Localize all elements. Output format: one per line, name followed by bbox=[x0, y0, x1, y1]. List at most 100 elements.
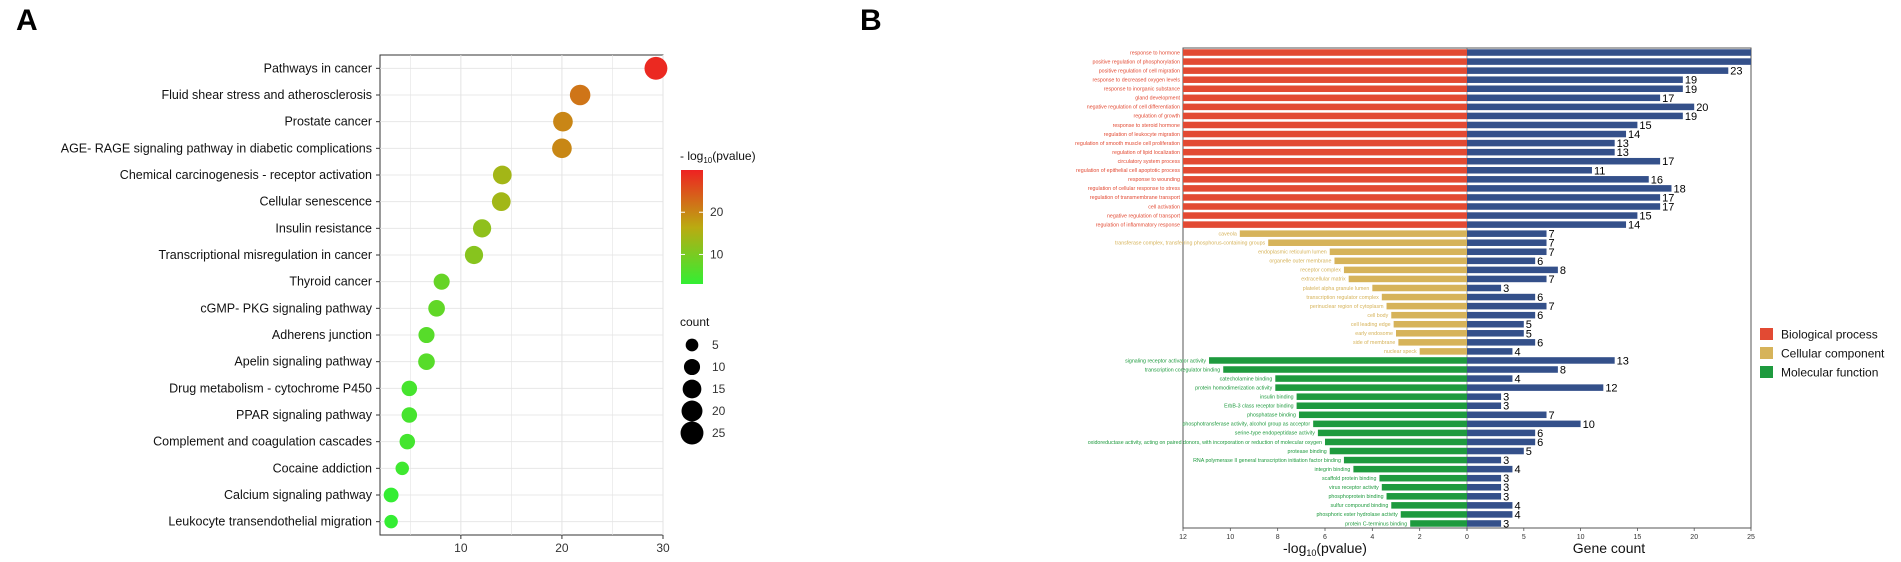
panel-b-pvalue-bar bbox=[1183, 49, 1467, 56]
panel-a-dot bbox=[553, 111, 573, 132]
panel-b-count-bar bbox=[1467, 348, 1513, 355]
panel-b-right-tick-label: 15 bbox=[1634, 534, 1642, 541]
panel-b-left-tick-label: 8 bbox=[1276, 534, 1280, 541]
panel-a-category-label: Apelin signaling pathway bbox=[234, 355, 372, 369]
panel-b-pvalue-bar bbox=[1334, 257, 1467, 265]
panel-b-left-axis-title: -log10(pvalue) bbox=[1283, 540, 1367, 558]
panel-b-count-bar bbox=[1467, 266, 1558, 274]
panel-a-category-label: Cocaine addiction bbox=[273, 461, 372, 475]
panel-b-term-label: virus receptor activity bbox=[1329, 485, 1379, 491]
panel-b-pvalue-bar bbox=[1275, 384, 1467, 391]
panel-a-category-label: AGE- RAGE signaling pathway in diabetic … bbox=[61, 141, 372, 155]
panel-b-count-label: 3 bbox=[1503, 283, 1509, 295]
panel-b-count-bar bbox=[1467, 447, 1524, 455]
panel-b-term-label: phosphatase binding bbox=[1247, 413, 1296, 419]
panel-b-count-bar bbox=[1467, 58, 1751, 65]
panel-b-term-label: signaling receptor activator activity bbox=[1125, 358, 1206, 364]
panel-a-grid bbox=[380, 55, 664, 535]
panel-b-term-label: protein homodimerization activity bbox=[1195, 385, 1272, 391]
panel-b-count-label: 17 bbox=[1662, 93, 1674, 105]
panel-b-count-label: 19 bbox=[1685, 111, 1697, 123]
panel-b-pvalue-bar bbox=[1298, 411, 1467, 419]
panel-b-count-bar bbox=[1467, 157, 1661, 165]
panel-b-term-label: insulin binding bbox=[1260, 394, 1294, 400]
panel-b-pvalue-bar bbox=[1317, 429, 1467, 437]
panel-b-go-barplot: response to hormone positive regulation o… bbox=[1075, 47, 1885, 558]
panel-b-pvalue-bar bbox=[1391, 311, 1467, 319]
panel-b-count-label: 16 bbox=[1651, 174, 1663, 186]
panel-b-term-label: receptor complex bbox=[1300, 268, 1341, 274]
panel-b-term-label: response to steroid hormone bbox=[1113, 123, 1180, 129]
panel-b-count-bar bbox=[1467, 511, 1513, 518]
panel-b-pvalue-bar bbox=[1183, 58, 1467, 65]
panel-b-count-bar bbox=[1467, 402, 1502, 409]
panel-b-term-label: integrin binding bbox=[1314, 467, 1350, 473]
panel-b-term-label: oxidoreductase activity, acting on paire… bbox=[1088, 440, 1322, 446]
panel-b-term-label: nuclear speck bbox=[1384, 349, 1417, 355]
panel-b-count-bar bbox=[1467, 212, 1638, 219]
panel-b-term-label: catecholamine binding bbox=[1220, 376, 1273, 382]
panel-b-pvalue-bar bbox=[1372, 284, 1467, 292]
panel-b-count-label: 5 bbox=[1526, 446, 1532, 458]
panel-b-term-label: regulation of growth bbox=[1133, 114, 1180, 120]
panel-b-count-bar bbox=[1467, 302, 1547, 310]
panel-a-dot bbox=[395, 461, 409, 476]
panel-b-term-label: early endosome bbox=[1355, 331, 1393, 337]
panel-b-count-bar bbox=[1467, 148, 1615, 156]
panel-a-category-label: PPAR signaling pathway bbox=[236, 408, 373, 422]
panel-a-category-labels: Pathways in cancer Fluid shear stress and… bbox=[61, 61, 380, 529]
panel-a-category-label: Adherens junction bbox=[272, 328, 372, 342]
panel-b-count-bar bbox=[1467, 420, 1581, 428]
panel-b-count-bar bbox=[1467, 311, 1536, 319]
panel-b-count-bar bbox=[1467, 429, 1536, 437]
panel-b-pvalue-bar bbox=[1183, 94, 1467, 102]
panel-b-count-bar bbox=[1467, 230, 1547, 237]
panel-b-term-label: regulation of leukocyte migration bbox=[1104, 132, 1180, 138]
panel-a-dot bbox=[401, 407, 418, 423]
panel-b-count-label: 7 bbox=[1549, 274, 1555, 286]
panel-b-term-label: regulation of smooth muscle cell prolife… bbox=[1075, 141, 1180, 147]
panel-b-legend-label: Molecular function bbox=[1781, 366, 1878, 380]
panel-b-pvalue-bar bbox=[1183, 203, 1467, 210]
panel-b-count-bar bbox=[1467, 121, 1638, 129]
panel-a-dot bbox=[418, 353, 435, 371]
panel-b-count-label: 7 bbox=[1549, 247, 1555, 259]
panel-b-pvalue-bar bbox=[1329, 248, 1467, 256]
panel-b-left-tick-label: 12 bbox=[1179, 534, 1187, 541]
panel-b-pvalue-bar bbox=[1348, 275, 1467, 283]
panel-b-term-label: positive regulation of cell migration bbox=[1099, 68, 1180, 74]
panel-b-pvalue-bar bbox=[1296, 393, 1467, 400]
panel-b-term-label: cell body bbox=[1367, 313, 1388, 319]
panel-b-term-label: sulfur compound binding bbox=[1331, 503, 1389, 509]
panel-a-category-label: Calcium signaling pathway bbox=[224, 488, 373, 502]
panel-b-count-bar bbox=[1467, 67, 1729, 74]
panel-b-term-label: phosphoprotein binding bbox=[1328, 494, 1383, 500]
panel-a-category-label: Complement and coagulation cascades bbox=[153, 435, 372, 449]
panel-b-term-label: regulation of inflammatory response bbox=[1096, 222, 1180, 228]
panel-a-dot bbox=[401, 380, 418, 397]
size-legend-title: count bbox=[680, 315, 710, 329]
panel-a-dot bbox=[433, 273, 450, 290]
panel-b-pvalue-bar bbox=[1209, 357, 1467, 364]
panel-a-xtick-label: 30 bbox=[656, 541, 670, 555]
panel-b-legend-swatch bbox=[1760, 347, 1773, 359]
panel-a-category-label: Drug metabolism - cytochrome P450 bbox=[169, 381, 372, 395]
size-legend-label: 10 bbox=[712, 360, 726, 374]
panel-b-pvalue-bar bbox=[1398, 339, 1467, 346]
panel-b-term-label: transcription coregulator binding bbox=[1145, 367, 1220, 373]
panel-b-pvalue-bar bbox=[1410, 520, 1467, 527]
panel-b-count-bar bbox=[1467, 384, 1604, 391]
panel-b-count-label: 6 bbox=[1537, 337, 1543, 349]
panel-b-legend-swatch bbox=[1760, 328, 1773, 340]
panel-b-legend-swatch bbox=[1760, 366, 1773, 378]
panel-b-pvalue-bar bbox=[1183, 221, 1467, 228]
panel-b-pvalue-bar bbox=[1223, 366, 1467, 373]
panel-b-pvalue-bar bbox=[1183, 130, 1467, 138]
panel-b-pvalue-bar bbox=[1183, 148, 1467, 156]
panel-a-dot bbox=[552, 138, 572, 159]
panel-b-count-bar bbox=[1467, 474, 1502, 482]
panel-b-pvalue-bar bbox=[1183, 157, 1467, 165]
size-legend-dot bbox=[681, 400, 703, 422]
panel-b-count-label: 3 bbox=[1503, 518, 1509, 530]
panel-b-count-label: 14 bbox=[1628, 129, 1640, 141]
